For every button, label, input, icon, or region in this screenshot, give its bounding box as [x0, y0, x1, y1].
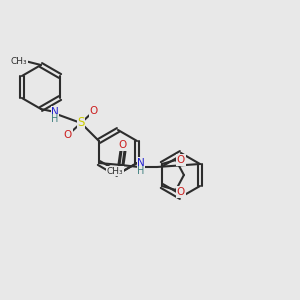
- Text: O: O: [119, 140, 127, 150]
- Text: O: O: [177, 155, 185, 165]
- Text: S: S: [77, 116, 85, 130]
- Text: O: O: [64, 130, 72, 140]
- Text: H: H: [137, 166, 145, 176]
- Text: H: H: [51, 114, 58, 124]
- Text: CH₃: CH₃: [107, 167, 123, 176]
- Text: N: N: [51, 107, 59, 117]
- Text: O: O: [90, 106, 98, 116]
- Text: O: O: [177, 187, 185, 197]
- Text: CH₃: CH₃: [11, 56, 27, 65]
- Text: N: N: [137, 158, 145, 168]
